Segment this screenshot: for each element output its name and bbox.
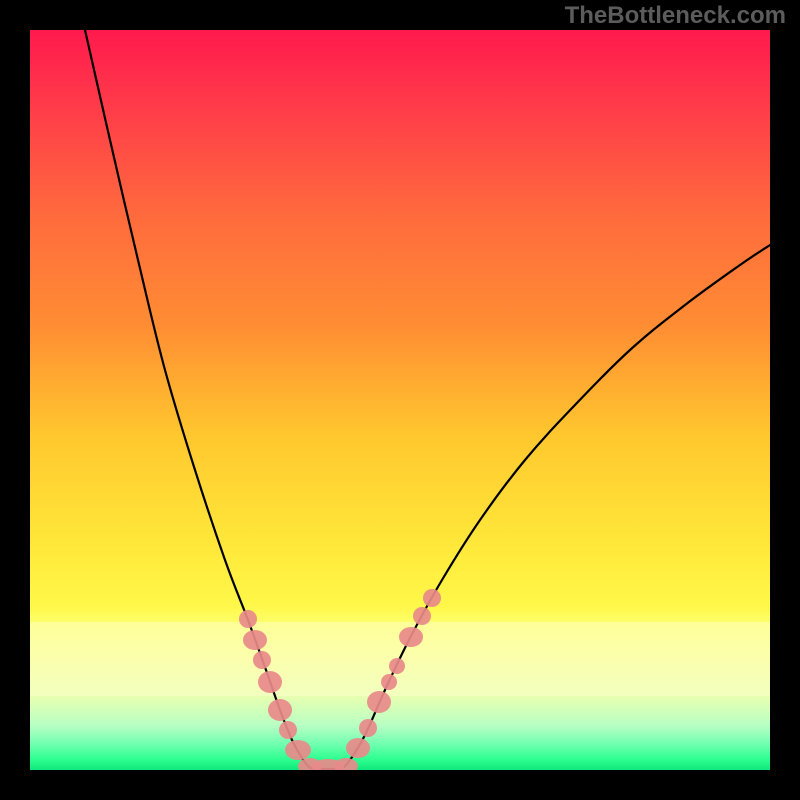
- markers-right-marker-7: [423, 589, 441, 607]
- markers-left-marker-5: [279, 721, 297, 739]
- chart-frame: TheBottleneck.com: [0, 0, 800, 800]
- markers-right-marker-3: [381, 674, 397, 690]
- watermark-text: TheBottleneck.com: [565, 2, 786, 30]
- markers-right-marker-4: [389, 658, 405, 674]
- markers-left-marker-1: [243, 630, 267, 650]
- markers-left-marker-6: [285, 740, 311, 760]
- markers-right-marker-0: [346, 738, 370, 758]
- plot-area: [30, 30, 770, 770]
- markers-left-marker-0: [239, 610, 257, 628]
- curve-left: [85, 30, 313, 769]
- markers-left-marker-2: [253, 651, 271, 669]
- markers-left-marker-4: [268, 699, 292, 721]
- markers-right-marker-5: [399, 627, 423, 647]
- markers-left-marker-3: [258, 671, 282, 693]
- markers-right-marker-1: [359, 719, 377, 737]
- markers-right-marker-2: [367, 691, 391, 713]
- markers-bottom-marker-2: [334, 758, 358, 770]
- markers-left: [239, 610, 311, 760]
- curve-overlay: [30, 30, 770, 770]
- curve-right: [342, 245, 770, 769]
- markers-right-marker-6: [413, 607, 431, 625]
- markers-bottom: [298, 758, 358, 770]
